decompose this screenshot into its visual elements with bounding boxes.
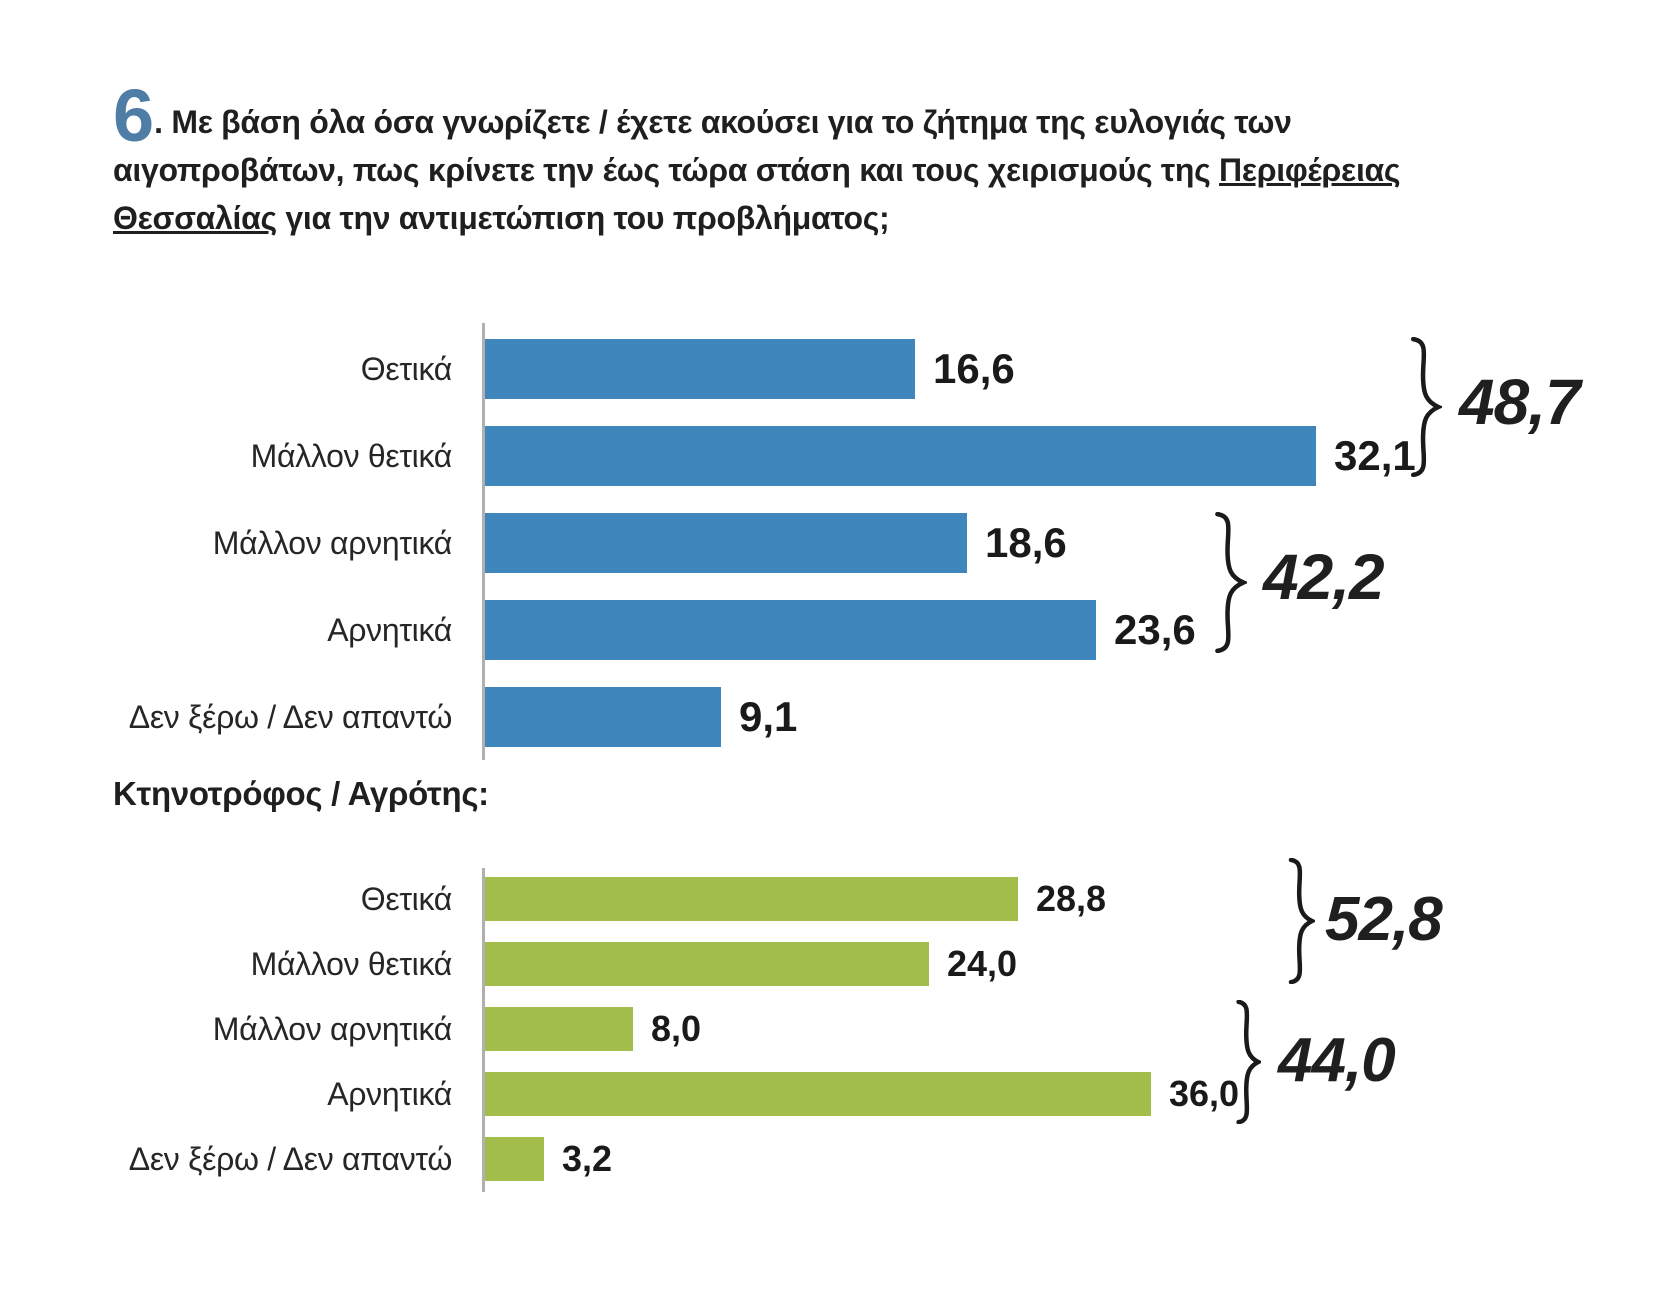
bar-category-label: Αρνητικά [327, 1075, 452, 1112]
group-total-label: 52,8 [1325, 885, 1443, 954]
bar-value-label: 32,1 [1334, 432, 1416, 479]
bar [485, 1007, 633, 1051]
bar-value-label: 24,0 [947, 943, 1018, 984]
axis-line [482, 323, 485, 760]
bar-category-label: Δεν ξέρω / Δεν απαντώ [128, 1140, 453, 1177]
bar-category-label: Μάλλον θετικά [250, 437, 453, 474]
bar [485, 1137, 544, 1181]
bar-category-label: Δεν ξέρω / Δεν απαντώ [128, 698, 453, 735]
curly-brace-icon [1233, 1000, 1261, 1124]
bar [485, 1072, 1151, 1116]
bar-category-label: Μάλλον αρνητικά [212, 1010, 453, 1047]
bar [485, 426, 1316, 486]
subgroup-label: Κτηνοτρόφος / Αγρότης: [113, 775, 489, 812]
question-number: 6 [113, 74, 155, 157]
bar-value-label: 9,1 [739, 693, 798, 740]
bar-value-label: 28,8 [1036, 878, 1107, 919]
group-total-label: 48,7 [1459, 366, 1581, 438]
bar-category-label: Αρνητικά [327, 611, 452, 648]
curly-brace-icon [1285, 858, 1315, 984]
bar [485, 339, 915, 399]
curly-brace-icon [1210, 512, 1247, 653]
bar [485, 513, 967, 573]
bar-value-label: 3,2 [562, 1138, 613, 1179]
bar [485, 687, 721, 747]
bar-value-label: 18,6 [985, 519, 1067, 566]
group-total-label: 42,2 [1263, 541, 1385, 613]
bar-category-label: Θετικά [360, 350, 453, 387]
question-text-underlined: Περιφέρειας Θεσσαλίας [113, 152, 1401, 236]
axis-line [482, 868, 485, 1192]
bar-category-label: Μάλλον θετικά [250, 945, 453, 982]
bar-value-label: 23,6 [1114, 606, 1196, 653]
curly-brace-icon [1406, 337, 1442, 477]
question-title: 6. Με βάση όλα όσα γνωρίζετε / έχετε ακο… [113, 79, 1473, 242]
bar [485, 600, 1096, 660]
bar-value-label: 8,0 [651, 1008, 702, 1049]
bar-value-label: 16,6 [933, 345, 1015, 392]
bar [485, 942, 929, 986]
question-text-pre: . Με βάση όλα όσα γνωρίζετε / έχετε ακού… [113, 104, 1292, 188]
bar-value-label: 36,0 [1169, 1073, 1240, 1114]
bar-category-label: Θετικά [360, 880, 453, 917]
group-total-label: 44,0 [1278, 1026, 1396, 1095]
bar [485, 877, 1018, 921]
question-text-post: για την αντιμετώπιση του προβλήματος; [276, 200, 890, 236]
bar-category-label: Μάλλον αρνητικά [212, 524, 453, 561]
